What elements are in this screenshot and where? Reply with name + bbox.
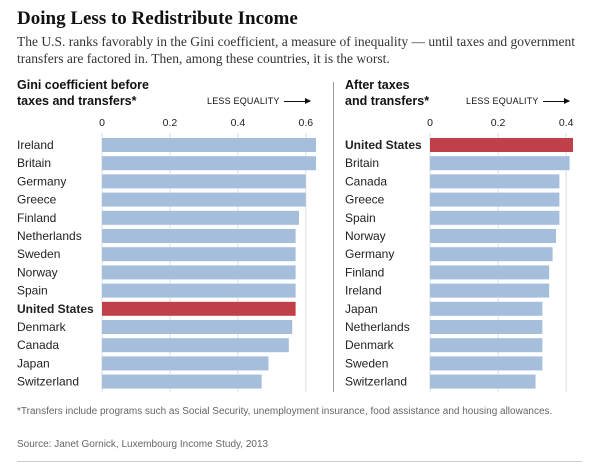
left-category-label-spain: Spain [17, 284, 48, 298]
left-category-label-japan: Japan [17, 356, 50, 370]
left-category-label-ireland: Ireland [17, 138, 54, 152]
left-category-label-united-states: United States [17, 302, 94, 316]
right-category-label-spain: Spain [345, 211, 376, 225]
right-bar-japan [430, 301, 543, 316]
right-tick-label-0-2: 0.2 [491, 117, 506, 129]
left-bar-canada [102, 338, 289, 353]
left-bar-united-states [102, 301, 296, 316]
right-panel-title-line-1: After taxes [345, 78, 410, 92]
right-category-label-norway: Norway [345, 229, 386, 243]
left-bar-denmark [102, 320, 293, 334]
left-less-equality-label: LESS EQUALITY [207, 96, 280, 106]
left-bar-spain [102, 283, 296, 298]
left-category-label-germany: Germany [17, 174, 66, 188]
left-category-label-greece: Greece [17, 193, 57, 207]
left-bar-japan [102, 356, 269, 371]
left-bar-britain [102, 156, 316, 171]
left-bar-greece [102, 192, 306, 207]
right-bar-ireland [430, 283, 550, 298]
left-category-label-canada: Canada [17, 338, 59, 352]
footnote: *Transfers include programs such as Soci… [17, 406, 553, 417]
left-category-label-norway: Norway [17, 265, 58, 279]
right-bar-sweden [430, 356, 543, 371]
chart-title: Doing Less to Redistribute Income [17, 8, 298, 29]
left-bar-netherlands [102, 229, 296, 243]
right-bar-finland [430, 265, 550, 280]
right-category-label-ireland: Ireland [345, 284, 382, 298]
right-category-label-united-states: United States [345, 138, 422, 152]
right-less-equality-note: LESS EQUALITY [466, 96, 570, 106]
bottom-rule [17, 461, 582, 462]
left-tick-label-0: 0 [99, 117, 105, 129]
right-bar-switzerland [430, 374, 536, 389]
right-category-label-switzerland: Switzerland [345, 375, 407, 389]
right-bar-united-states [430, 138, 573, 152]
right-category-label-sweden: Sweden [345, 356, 388, 370]
right-bar-netherlands [430, 320, 543, 334]
right-category-label-britain: Britain [345, 156, 379, 170]
right-category-label-greece: Greece [345, 193, 385, 207]
right-category-label-finland: Finland [345, 265, 384, 279]
right-bar-canada [430, 174, 560, 189]
right-bar-denmark [430, 338, 543, 353]
left-bar-germany [102, 174, 306, 189]
left-bar-finland [102, 210, 300, 225]
right-bar-britain [430, 156, 570, 171]
right-category-label-japan: Japan [345, 302, 378, 316]
right-category-label-denmark: Denmark [345, 338, 395, 352]
left-category-label-denmark: Denmark [17, 320, 67, 334]
left-category-label-finland: Finland [17, 211, 56, 225]
right-bar-spain [430, 210, 560, 225]
right-panel-title-line-2: and transfers* [345, 94, 430, 108]
chart-subtitle: The U.S. ranks favorably in the Gini coe… [17, 34, 575, 66]
right-tick-label-0: 0 [427, 117, 433, 129]
left-category-label-netherlands: Netherlands [17, 229, 82, 243]
right-less-equality-label: LESS EQUALITY [466, 96, 539, 106]
left-bar-ireland [102, 138, 316, 152]
panel-divider [333, 82, 334, 392]
right-category-label-netherlands: Netherlands [345, 320, 410, 334]
left-category-label-switzerland: Switzerland [17, 375, 79, 389]
right-bar-greece [430, 192, 560, 207]
left-tick-label-0-2: 0.2 [163, 117, 178, 129]
right-tick-label-0-4: 0.4 [559, 117, 574, 129]
left-panel-title-line-2: taxes and transfers* [17, 94, 137, 108]
left-less-equality-note: LESS EQUALITY [207, 96, 311, 106]
left-panel-title-line-1: Gini coefficient before [17, 78, 149, 92]
left-bar-norway [102, 265, 296, 280]
left-tick-label-0-6: 0.6 [299, 117, 314, 129]
left-bar-sweden [102, 247, 296, 262]
right-category-label-germany: Germany [345, 247, 394, 261]
source-note: Source: Janet Gornick, Luxembourg Income… [17, 439, 269, 450]
right-panel-title: After taxes and transfers* [345, 77, 505, 109]
right-bar-germany [430, 247, 553, 262]
right-arrow-icon [283, 97, 311, 104]
right-category-label-canada: Canada [345, 174, 387, 188]
right-arrow-icon [542, 97, 570, 104]
right-bar-norway [430, 229, 556, 243]
left-tick-label-0-4: 0.4 [231, 117, 246, 129]
left-bar-switzerland [102, 374, 262, 389]
left-panel-title: Gini coefficient before taxes and transf… [17, 77, 177, 109]
left-category-label-sweden: Sweden [17, 247, 60, 261]
left-category-label-britain: Britain [17, 156, 51, 170]
